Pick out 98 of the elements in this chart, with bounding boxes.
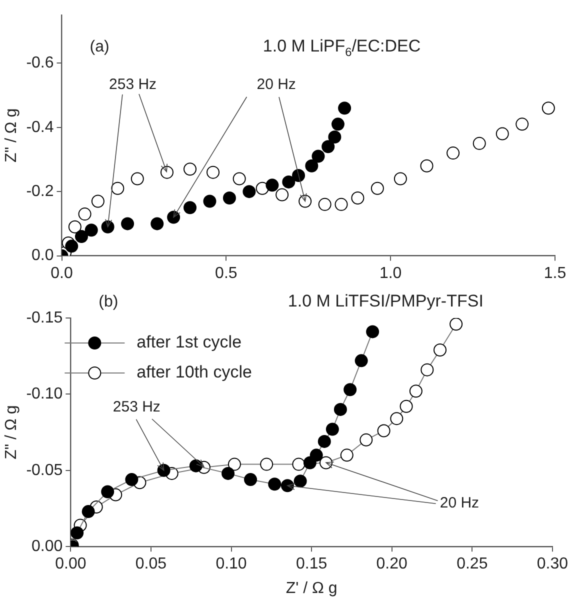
x-axis-title: Z' / Ω g: [286, 580, 338, 597]
point: [222, 466, 235, 480]
point: [244, 473, 258, 486]
point: [260, 458, 274, 471]
point: [394, 172, 407, 186]
point: [516, 118, 529, 131]
point: [328, 130, 342, 144]
text: (b): [98, 293, 118, 310]
point: [184, 201, 197, 214]
point: [450, 318, 463, 331]
point: [65, 240, 78, 253]
x-tick-label: 0.25: [456, 556, 488, 573]
point: [472, 136, 486, 150]
point: [305, 159, 318, 172]
point: [222, 192, 236, 205]
x-tick-label: 1.0: [379, 264, 402, 282]
x-tick-label: 1.5: [544, 264, 566, 282]
point: [377, 424, 390, 438]
point: [276, 188, 289, 202]
y-axis-title: Z" / Ω g: [3, 405, 20, 460]
point: [420, 159, 434, 172]
annotation: 20 Hz: [256, 76, 296, 93]
point: [266, 178, 279, 192]
point: [351, 192, 364, 205]
point: [318, 434, 331, 448]
point: [366, 325, 380, 338]
y-tick-label: 0.00: [32, 538, 63, 556]
point: [322, 140, 335, 154]
point: [91, 194, 104, 208]
point: [82, 505, 95, 518]
x-tick-label: 0.30: [536, 556, 568, 573]
point: [242, 185, 256, 198]
point: [318, 198, 332, 211]
point: [334, 402, 347, 416]
point: [111, 182, 124, 195]
point: [101, 485, 114, 498]
point: [326, 422, 339, 436]
point: [268, 478, 282, 491]
point: [121, 217, 134, 230]
point: [310, 448, 323, 462]
point: [344, 383, 357, 396]
point: [228, 458, 241, 471]
point: [130, 172, 144, 186]
point: [292, 169, 306, 182]
point: [75, 230, 88, 244]
point: [292, 458, 306, 471]
point: [496, 127, 509, 140]
point: [256, 182, 269, 195]
annotation: (a): [90, 38, 110, 56]
point: [184, 162, 197, 176]
x-tick-label: 0.5: [215, 264, 238, 282]
point: [189, 459, 202, 472]
x-tick-label: 0.00: [55, 556, 86, 573]
chart-title: 1.0 M LiTFSI/PMPyr-TFSI: [288, 292, 484, 311]
point: [360, 433, 373, 446]
point: [338, 102, 352, 115]
legend-label: after 1st cycle: [136, 332, 242, 352]
x-tick-label: 0.20: [376, 556, 408, 573]
y-axis-title: Z" / Ω g: [3, 108, 20, 162]
x-tick-label: 0.10: [216, 556, 247, 573]
point: [400, 400, 413, 413]
point: [70, 526, 84, 540]
point: [206, 166, 220, 179]
point: [312, 150, 325, 163]
x-tick-label: 0.15: [296, 556, 328, 573]
point: [125, 473, 138, 486]
y-tick-label: -0.10: [26, 386, 63, 403]
point: [542, 102, 555, 115]
point: [370, 182, 384, 195]
point: [282, 175, 296, 188]
point: [68, 220, 82, 234]
point: [84, 224, 98, 237]
point: [434, 344, 447, 357]
point: [78, 208, 92, 221]
x-tick-label: 0.05: [135, 556, 167, 573]
point: [150, 217, 164, 230]
point: [446, 146, 460, 160]
annotation: 253 Hz: [112, 398, 160, 416]
point: [334, 198, 348, 211]
point: [340, 448, 354, 462]
point: [331, 118, 344, 131]
point: [420, 363, 434, 376]
legend-label: after 10th cycle: [136, 362, 252, 382]
annotation: 20 Hz: [440, 494, 480, 512]
point: [294, 474, 307, 488]
point: [160, 166, 174, 179]
y-tick-label: 0.0: [32, 247, 54, 264]
point: [203, 194, 216, 208]
y-tick-label: -0.6: [26, 54, 54, 72]
y-tick-label: -0.15: [26, 309, 63, 326]
y-tick-label: -0.05: [26, 462, 63, 479]
annotation: 253 Hz: [109, 76, 157, 93]
point: [232, 172, 246, 186]
point: [390, 412, 404, 426]
y-tick-label: -0.2: [26, 182, 54, 200]
point: [354, 354, 368, 368]
y-tick-label: -0.4: [26, 118, 54, 136]
point: [409, 384, 422, 398]
